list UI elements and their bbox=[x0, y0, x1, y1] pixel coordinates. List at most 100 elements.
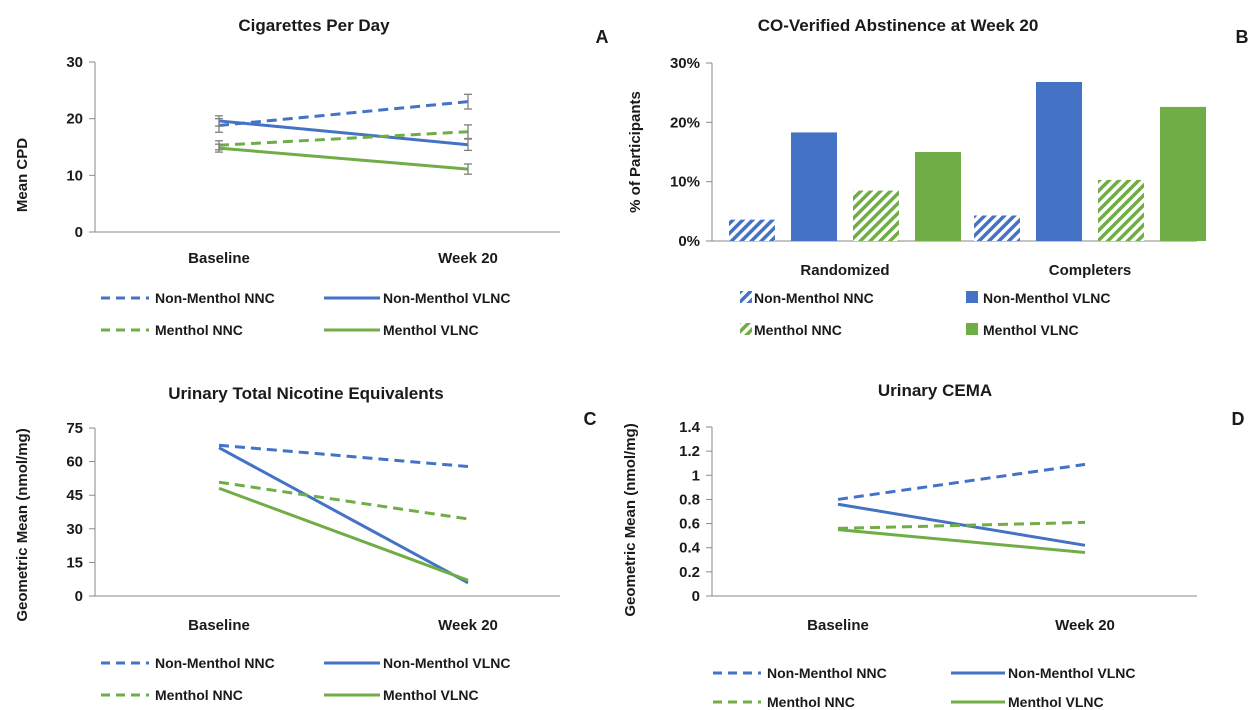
legend-swatch bbox=[740, 291, 752, 303]
series-line-non-menthol-vlnc bbox=[218, 119, 469, 147]
y-tick-label: 20 bbox=[66, 111, 83, 128]
legend-label: Non-Menthol NNC bbox=[767, 665, 887, 681]
y-tick-label: 0% bbox=[678, 233, 700, 250]
panel-c-ylabel: Geometric Mean (nmol/mg) bbox=[14, 428, 31, 621]
y-tick-label: 30 bbox=[66, 54, 83, 71]
legend-swatch bbox=[966, 323, 978, 335]
panel-d-letter: D bbox=[1232, 409, 1245, 429]
legend-item-non-menthol-vlnc: Non-Menthol VLNC bbox=[324, 290, 511, 306]
panel-c-plot: 0 15 30 45 60 75 Baseline Week 20 bbox=[66, 420, 560, 634]
panel-a-legend: Non-Menthol NNC Non-Menthol VLNC Menthol… bbox=[101, 290, 511, 338]
legend-label: Non-Menthol VLNC bbox=[1008, 665, 1136, 681]
bar-completers-non-menthol-vlnc bbox=[1036, 81, 1082, 241]
panel-c-legend: Non-Menthol NNC Non-Menthol VLNC Menthol… bbox=[101, 655, 511, 703]
panel-b-ylabel: % of Participants bbox=[627, 91, 644, 213]
panel-c-letter: C bbox=[584, 409, 597, 429]
legend-item-menthol-nnc: Menthol NNC bbox=[101, 322, 243, 338]
y-tick-label: 0.8 bbox=[679, 491, 700, 508]
series-line-non-menthol-vlnc bbox=[837, 502, 1086, 547]
panel-b-legend: Non-Menthol NNC Non-Menthol VLNC Menthol… bbox=[740, 290, 1111, 338]
panel-c: Urinary Total Nicotine Equivalents C Geo… bbox=[14, 384, 597, 703]
legend-item-non-menthol-vlnc: Non-Menthol VLNC bbox=[324, 655, 511, 671]
legend-label: Menthol VLNC bbox=[383, 687, 479, 703]
legend-label: Menthol NNC bbox=[155, 687, 243, 703]
panel-c-title: Urinary Total Nicotine Equivalents bbox=[168, 384, 444, 403]
bar-randomized-menthol-vlnc bbox=[915, 152, 961, 241]
bar-randomized-non-menthol-nnc bbox=[729, 219, 775, 241]
error-bar bbox=[464, 93, 472, 110]
x-category-label: Baseline bbox=[188, 617, 250, 634]
legend-item-menthol-nnc: Menthol NNC bbox=[740, 322, 842, 338]
legend-label: Menthol VLNC bbox=[383, 322, 479, 338]
legend-label: Non-Menthol NNC bbox=[155, 290, 275, 306]
legend-label: Menthol NNC bbox=[754, 322, 842, 338]
panel-b-plot: 0% 10% 20% 30% Randomized Completers bbox=[670, 55, 1206, 279]
series-line-non-menthol-vlnc bbox=[218, 446, 469, 585]
legend-item-non-menthol-nnc: Non-Menthol NNC bbox=[713, 665, 887, 681]
series-line-menthol-vlnc bbox=[837, 528, 1086, 555]
panel-d-title: Urinary CEMA bbox=[878, 381, 992, 400]
bar-completers-non-menthol-nnc bbox=[974, 215, 1020, 241]
y-tick-label: 10% bbox=[670, 174, 700, 191]
panel-a-letter: A bbox=[596, 27, 609, 47]
legend-item-menthol-nnc: Menthol NNC bbox=[101, 687, 243, 703]
legend-label: Non-Menthol NNC bbox=[155, 655, 275, 671]
series-line-menthol-nnc bbox=[218, 130, 469, 147]
legend-item-menthol-vlnc: Menthol VLNC bbox=[324, 687, 479, 703]
y-tick-label: 0.6 bbox=[679, 516, 700, 533]
legend-label: Non-Menthol VLNC bbox=[383, 290, 511, 306]
error-bar bbox=[215, 115, 223, 127]
series-line-non-menthol-nnc bbox=[837, 462, 1086, 501]
panel-a: Cigarettes Per Day A Mean CPD 0 10 20 30 Bas… bbox=[14, 16, 609, 338]
series-line-menthol-nnc bbox=[837, 520, 1086, 530]
panel-b-letter: B bbox=[1236, 27, 1249, 47]
x-category-label: Week 20 bbox=[1055, 617, 1115, 634]
y-tick-label: 30% bbox=[670, 55, 700, 72]
bar-completers-menthol-nnc bbox=[1098, 179, 1144, 241]
x-category-label: Week 20 bbox=[438, 617, 498, 634]
y-tick-label: 20% bbox=[670, 114, 700, 131]
legend-label: Non-Menthol VLNC bbox=[383, 655, 511, 671]
series-line-menthol-vlnc bbox=[218, 486, 469, 582]
legend-label: Non-Menthol NNC bbox=[754, 290, 874, 306]
bar-randomized-non-menthol-vlnc bbox=[791, 132, 837, 241]
panel-d: Urinary CEMA D Geometric Mean (nmol/mg) … bbox=[622, 381, 1245, 710]
bar-completers-menthol-vlnc bbox=[1160, 106, 1206, 241]
y-tick-label: 0 bbox=[75, 588, 83, 605]
panel-a-plot: 0 10 20 30 Baseline Week 20 bbox=[66, 54, 560, 267]
legend-item-menthol-vlnc: Menthol VLNC bbox=[951, 694, 1104, 710]
legend-label: Menthol VLNC bbox=[983, 322, 1079, 338]
legend-item-menthol-vlnc: Menthol VLNC bbox=[966, 322, 1079, 338]
legend-swatch bbox=[740, 323, 752, 335]
legend-label: Menthol VLNC bbox=[1008, 694, 1104, 710]
panel-d-legend: Non-Menthol NNC Non-Menthol VLNC Menthol… bbox=[713, 665, 1136, 710]
x-category-label: Baseline bbox=[807, 617, 869, 634]
panel-a-ylabel: Mean CPD bbox=[14, 138, 31, 212]
legend-label: Menthol NNC bbox=[155, 322, 243, 338]
y-tick-label: 75 bbox=[66, 420, 83, 437]
y-tick-label: 0 bbox=[692, 588, 700, 605]
x-category-label: Week 20 bbox=[438, 250, 498, 267]
x-category-label: Completers bbox=[1049, 262, 1132, 279]
legend-item-non-menthol-vlnc: Non-Menthol VLNC bbox=[966, 290, 1111, 306]
error-bar bbox=[215, 143, 223, 153]
legend-item-non-menthol-nnc: Non-Menthol NNC bbox=[740, 290, 874, 306]
error-bar bbox=[464, 163, 472, 175]
panel-d-plot: 0 0.2 0.4 0.6 0.8 1 1.2 1.4 Baseline Week 20 bbox=[679, 419, 1197, 634]
legend-item-menthol-vlnc: Menthol VLNC bbox=[324, 322, 479, 338]
y-tick-label: 60 bbox=[66, 454, 83, 471]
legend-item-non-menthol-nnc: Non-Menthol NNC bbox=[101, 290, 275, 306]
error-bar bbox=[464, 124, 472, 140]
y-tick-label: 10 bbox=[66, 167, 83, 184]
legend-item-non-menthol-vlnc: Non-Menthol VLNC bbox=[951, 665, 1136, 681]
y-tick-label: 45 bbox=[66, 487, 83, 504]
series-line-menthol-vlnc bbox=[218, 146, 469, 171]
series-line-non-menthol-nnc bbox=[218, 100, 469, 127]
legend-label: Menthol NNC bbox=[767, 694, 855, 710]
bar-randomized-menthol-nnc bbox=[853, 190, 899, 241]
x-category-label: Randomized bbox=[800, 262, 889, 279]
panel-b: CO-Verified Abstinence at Week 20 B % of… bbox=[627, 16, 1249, 338]
legend-item-menthol-nnc: Menthol NNC bbox=[713, 694, 855, 710]
legend-label: Non-Menthol VLNC bbox=[983, 290, 1111, 306]
